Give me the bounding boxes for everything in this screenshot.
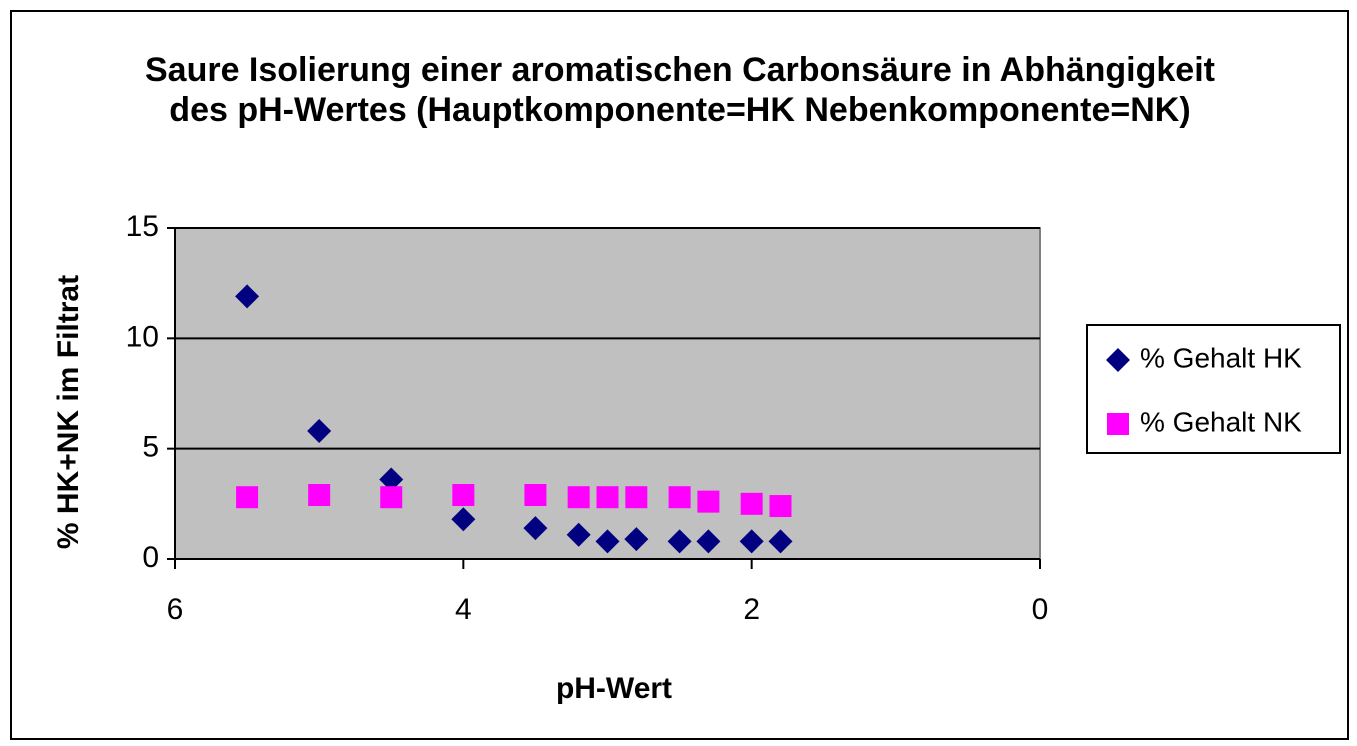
data-point <box>567 486 590 509</box>
x-axis-label: pH-Wert <box>556 672 672 705</box>
data-point <box>566 522 591 547</box>
data-point <box>596 486 619 509</box>
legend-label: % Gehalt HK <box>1140 342 1302 373</box>
data-point <box>696 529 721 554</box>
x-tick-label: 2 <box>743 593 760 626</box>
y-tick-label: 0 <box>142 541 159 574</box>
data-point <box>523 516 548 541</box>
y-tick-label: 15 <box>126 210 159 243</box>
data-point <box>524 484 547 507</box>
data-point <box>624 527 649 552</box>
data-point <box>740 492 763 515</box>
data-point <box>308 484 331 507</box>
data-point <box>236 486 259 509</box>
data-point <box>380 486 403 509</box>
data-point <box>667 529 692 554</box>
data-point <box>379 467 404 492</box>
chart-title: Saure Isolierung einer aromatischen Carb… <box>145 51 1215 89</box>
legend-label: % Gehalt NK <box>1140 406 1302 437</box>
data-point <box>768 529 793 554</box>
plot-area <box>174 227 1041 560</box>
data-point <box>769 495 792 518</box>
x-tick-label: 4 <box>455 593 472 626</box>
legend-marker <box>1106 348 1130 372</box>
data-point <box>235 284 260 309</box>
data-point <box>307 419 332 444</box>
x-tick-label: 6 <box>167 593 184 626</box>
y-axis-label: % HK+NK im Filtrat <box>52 275 85 549</box>
legend <box>1086 324 1341 454</box>
chart-title: des pH-Wertes (Hauptkomponente=HK Nebenk… <box>169 91 1190 129</box>
data-point <box>451 507 476 532</box>
data-point <box>452 484 475 507</box>
data-point <box>668 486 691 509</box>
y-tick-label: 5 <box>142 431 159 464</box>
data-point <box>697 490 720 513</box>
x-tick-label: 0 <box>1032 593 1049 626</box>
legend-marker <box>1107 413 1129 435</box>
data-point <box>739 529 764 554</box>
data-point <box>595 529 620 554</box>
y-tick-label: 10 <box>126 320 159 353</box>
data-point <box>625 486 648 509</box>
